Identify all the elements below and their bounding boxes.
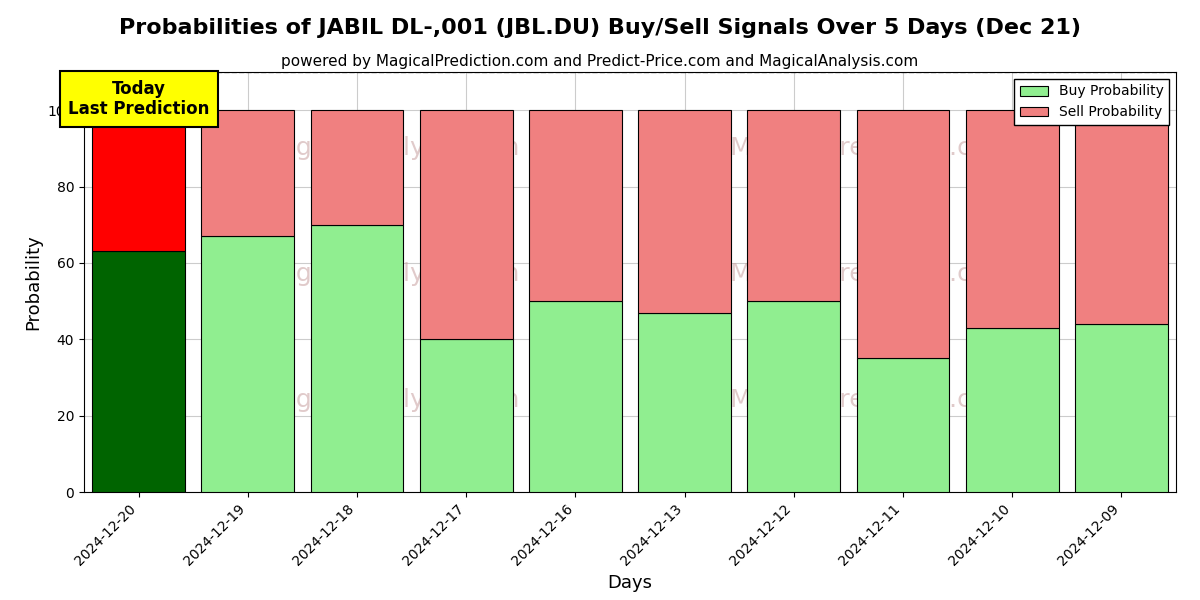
Bar [311,225,403,492]
Text: Today
Last Prediction: Today Last Prediction [68,80,209,118]
X-axis label: Days: Days [607,574,653,592]
Bar [857,110,949,358]
Text: powered by MagicalPrediction.com and Predict-Price.com and MagicalAnalysis.com: powered by MagicalPrediction.com and Pre… [281,54,919,69]
Bar [202,236,294,492]
Text: MagicalAnalysis.com: MagicalAnalysis.com [259,388,520,412]
Text: Probabilities of JABIL DL-,001 (JBL.DU) Buy/Sell Signals Over 5 Days (Dec 21): Probabilities of JABIL DL-,001 (JBL.DU) … [119,18,1081,38]
Legend: Buy Probability, Sell Probability: Buy Probability, Sell Probability [1014,79,1169,125]
Bar [857,358,949,492]
Text: MagicalAnalysis.com: MagicalAnalysis.com [259,136,520,160]
Text: MagicalPrediction.com: MagicalPrediction.com [730,262,1010,286]
Text: MagicalAnalysis.com: MagicalAnalysis.com [259,262,520,286]
Bar [748,301,840,492]
Bar [638,313,731,492]
Bar [748,110,840,301]
Bar [1075,324,1168,492]
Bar [92,110,185,251]
Bar [529,110,622,301]
Bar [311,110,403,225]
Bar [1075,110,1168,324]
Bar [966,110,1058,328]
Text: MagicalPrediction.com: MagicalPrediction.com [730,136,1010,160]
Bar [420,339,512,492]
Bar [529,301,622,492]
Bar [92,251,185,492]
Bar [638,110,731,313]
Text: MagicalPrediction.com: MagicalPrediction.com [730,388,1010,412]
Bar [202,110,294,236]
Y-axis label: Probability: Probability [24,234,42,330]
Bar [420,110,512,339]
Bar [966,328,1058,492]
